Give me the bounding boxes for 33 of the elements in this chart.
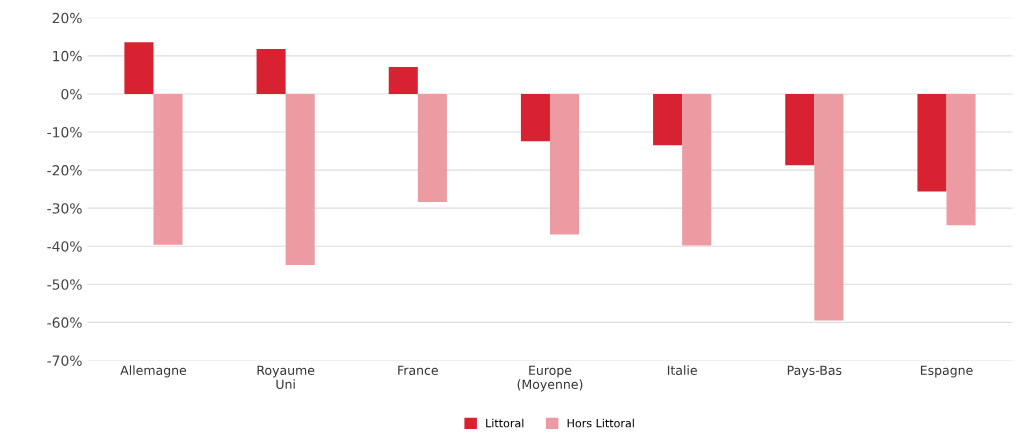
bar — [124, 42, 154, 94]
y-tick-label: -70% — [47, 355, 82, 366]
y-tick-label: 10% — [53, 50, 82, 62]
bar — [946, 93, 976, 226]
bar — [520, 93, 550, 142]
y-tick-label: -50% — [47, 279, 82, 290]
bar — [256, 49, 286, 94]
legend-label: Littoral — [486, 418, 524, 428]
x-tick-label: France — [398, 365, 438, 375]
bar — [417, 93, 447, 203]
x-tick-label: Europe (Moyenne) — [517, 365, 583, 392]
bar — [785, 93, 815, 166]
x-tick-label: Italie — [667, 365, 697, 375]
y-tick-label: -40% — [47, 241, 82, 252]
y-tick-label: -30% — [47, 203, 82, 214]
bar — [153, 93, 183, 245]
y-tick-label: 0% — [61, 88, 82, 100]
y-tick-label: -60% — [47, 317, 82, 328]
bar — [682, 93, 712, 246]
bar — [917, 93, 947, 192]
y-tick-label: -10% — [47, 126, 82, 138]
bar — [549, 93, 580, 235]
y-tick-label: 20% — [52, 12, 82, 24]
bar — [388, 66, 418, 94]
x-tick-label: Royaume Uni — [257, 365, 315, 389]
x-tick-label: Espagne — [920, 365, 973, 378]
bar — [814, 93, 844, 321]
x-tick-label: Allemagne — [120, 365, 187, 378]
bar — [653, 93, 683, 146]
y-tick-label: -20% — [47, 165, 82, 176]
x-tick-label: Pays-Bas — [787, 365, 842, 378]
legend-label: Hors Littoral — [567, 418, 634, 428]
bar — [285, 93, 315, 265]
